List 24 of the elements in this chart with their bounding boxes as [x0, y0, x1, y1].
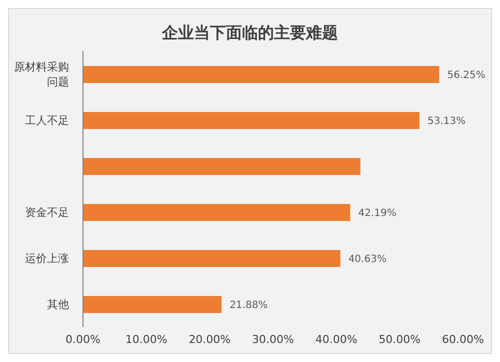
x-tick-label: 20.00%	[188, 332, 231, 346]
y-tick-label: 工人不足	[25, 114, 69, 126]
bar	[83, 250, 340, 267]
data-label: 53.13%	[427, 116, 466, 128]
x-tick-label: 10.00%	[125, 332, 168, 346]
bar	[83, 66, 440, 83]
y-tick-label: 运价上涨	[25, 252, 69, 264]
x-tick-label: 50.00%	[378, 332, 421, 346]
x-tick-label: 0.00%	[66, 332, 100, 346]
data-label: 21.88%	[230, 300, 268, 312]
data-label: 56.25%	[447, 70, 486, 82]
data-label: 42.19%	[358, 208, 396, 220]
x-tick-label: 60.00%	[442, 332, 484, 346]
x-tick-label: 30.00%	[252, 332, 294, 346]
data-label: 40.63%	[348, 254, 386, 266]
bar	[83, 296, 222, 313]
bar	[83, 158, 360, 175]
y-tick-label: 原材料采购问题	[14, 60, 69, 88]
y-tick-label: 资金不足	[25, 206, 69, 218]
bar	[83, 204, 350, 221]
bar	[83, 112, 420, 129]
y-tick-label: 其他	[47, 298, 69, 310]
x-tick-label: 40.00%	[315, 332, 358, 346]
chart-title: 企业当下面临的主要难题	[160, 23, 339, 44]
